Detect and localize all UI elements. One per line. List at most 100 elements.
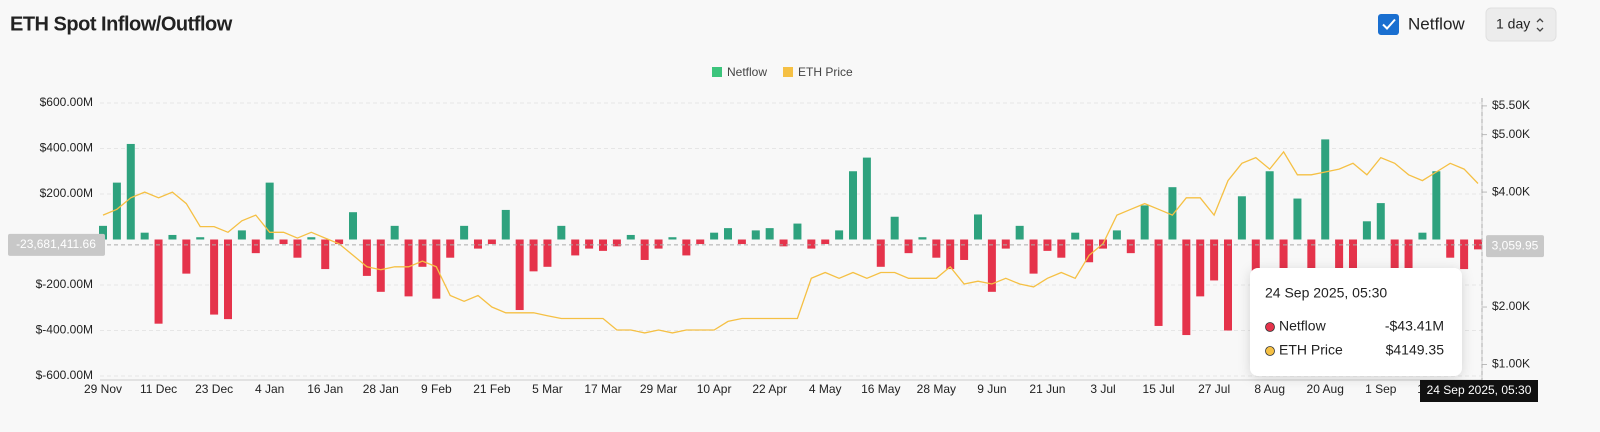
bar: [487, 239, 496, 245]
crosshair-y-box: [8, 233, 105, 256]
bar: [1196, 239, 1205, 297]
tooltip-value: -$43.41M: [1385, 318, 1444, 334]
x-tick-label: 9 Jun: [977, 382, 1006, 396]
bar: [126, 143, 135, 240]
x-tick-label: 16 Jan: [307, 382, 343, 396]
bar: [529, 239, 538, 272]
bar: [335, 239, 344, 245]
y2-tick-label: $1.00K: [1492, 357, 1530, 371]
bar: [585, 239, 594, 249]
bar: [279, 239, 288, 245]
bar: [821, 239, 830, 245]
y2-tick-label: $4.00K: [1492, 184, 1530, 198]
bar: [599, 239, 607, 251]
toggle-label[interactable]: Netflow: [1408, 14, 1465, 33]
bar: [1126, 239, 1135, 254]
bar: [446, 239, 455, 258]
bar: [251, 239, 260, 254]
crosshair-y2-label: 3,059.95: [1492, 238, 1539, 252]
bar: [321, 239, 330, 270]
bar: [807, 239, 816, 249]
x-tick-label: 28 Jan: [363, 382, 399, 396]
bar: [210, 239, 219, 315]
y-tick-label: $200.00M: [40, 186, 93, 200]
bar: [501, 209, 510, 240]
legend-label: ETH Price: [798, 65, 853, 79]
x-tick-label: 22 Apr: [752, 382, 787, 396]
check-icon: [1382, 18, 1396, 30]
tooltip-date: 24 Sep 2025, 05:30: [1265, 285, 1387, 301]
x-tick-label: 1 Sep: [1365, 382, 1397, 396]
x-tick-label: 27 Jul: [1198, 382, 1230, 396]
bar: [168, 234, 177, 240]
tooltip: 24 Sep 2025, 05:30 Netflow -$43.41M ETH Pri…: [1250, 268, 1462, 376]
bar: [1237, 196, 1246, 240]
y2-tick-label: $2.00K: [1492, 299, 1530, 313]
bar: [376, 239, 385, 292]
x-tick-label: 5 Mar: [532, 382, 563, 396]
x-tick-label: 17 Mar: [584, 382, 621, 396]
bar: [793, 223, 802, 240]
y-tick-label: $400.00M: [40, 141, 93, 155]
netflow-checkbox[interactable]: [1378, 14, 1399, 35]
bar: [1293, 198, 1302, 240]
tooltip-name: Netflow: [1279, 318, 1327, 334]
x-tick-label: 28 May: [917, 382, 956, 396]
bar: [1418, 232, 1427, 240]
bar: [1029, 239, 1038, 274]
bar: [960, 239, 969, 260]
bar: [946, 239, 955, 270]
x-tick-label: 23 Dec: [195, 382, 233, 396]
x-tick-label: 29 Mar: [640, 382, 677, 396]
y2-tick-label: $5.00K: [1492, 127, 1530, 141]
bar: [640, 239, 649, 260]
interval-select[interactable]: [1485, 7, 1557, 42]
bar: [876, 239, 885, 267]
bar: [932, 239, 941, 258]
bar: [543, 239, 552, 267]
x-tick-label: 11 Dec: [140, 382, 177, 396]
bar: [1321, 139, 1330, 240]
bar: [1362, 221, 1371, 240]
y-tick-label: $-200.00M: [36, 277, 93, 291]
bar: [1210, 239, 1219, 281]
bar: [557, 225, 566, 240]
bar: [668, 237, 677, 240]
tooltip-name: ETH Price: [1279, 342, 1343, 358]
bar: [904, 239, 913, 254]
x-tick-label: 20 Aug: [1307, 382, 1344, 396]
tooltip-dot: [1265, 322, 1275, 332]
interval-value[interactable]: 1 day: [1496, 16, 1530, 32]
bar: [987, 239, 996, 292]
bar: [1390, 239, 1399, 290]
bar: [1265, 171, 1274, 240]
tooltip-value: $4149.35: [1386, 342, 1445, 358]
y-tick-label: $-400.00M: [36, 323, 93, 337]
bar: [293, 239, 302, 258]
bar: [1015, 225, 1024, 240]
bar: [1112, 230, 1121, 240]
bar: [696, 239, 705, 245]
bar: [418, 239, 427, 267]
bar: [710, 232, 719, 240]
crosshair-y2-box: [1486, 235, 1544, 258]
bar: [196, 237, 205, 240]
bar: [1071, 232, 1080, 240]
bar: [140, 232, 149, 240]
bar: [1446, 239, 1455, 258]
bar: [307, 237, 316, 240]
bar: [890, 216, 899, 240]
crosshair-date-box: [1420, 380, 1538, 402]
x-tick-label: 8 Aug: [1254, 382, 1285, 396]
crosshair-date: 24 Sep 2025, 05:30: [1427, 383, 1532, 397]
tooltip-dot: [1265, 346, 1275, 356]
bar: [974, 214, 982, 240]
bar: [349, 212, 357, 240]
x-tick-label: 10 Apr: [697, 382, 732, 396]
x-tick-label: 3 Jul: [1090, 382, 1115, 396]
select-arrows: [1536, 18, 1544, 32]
bar: [265, 182, 274, 240]
bar: [751, 230, 760, 240]
x-tick-label: 4 May: [809, 382, 842, 396]
